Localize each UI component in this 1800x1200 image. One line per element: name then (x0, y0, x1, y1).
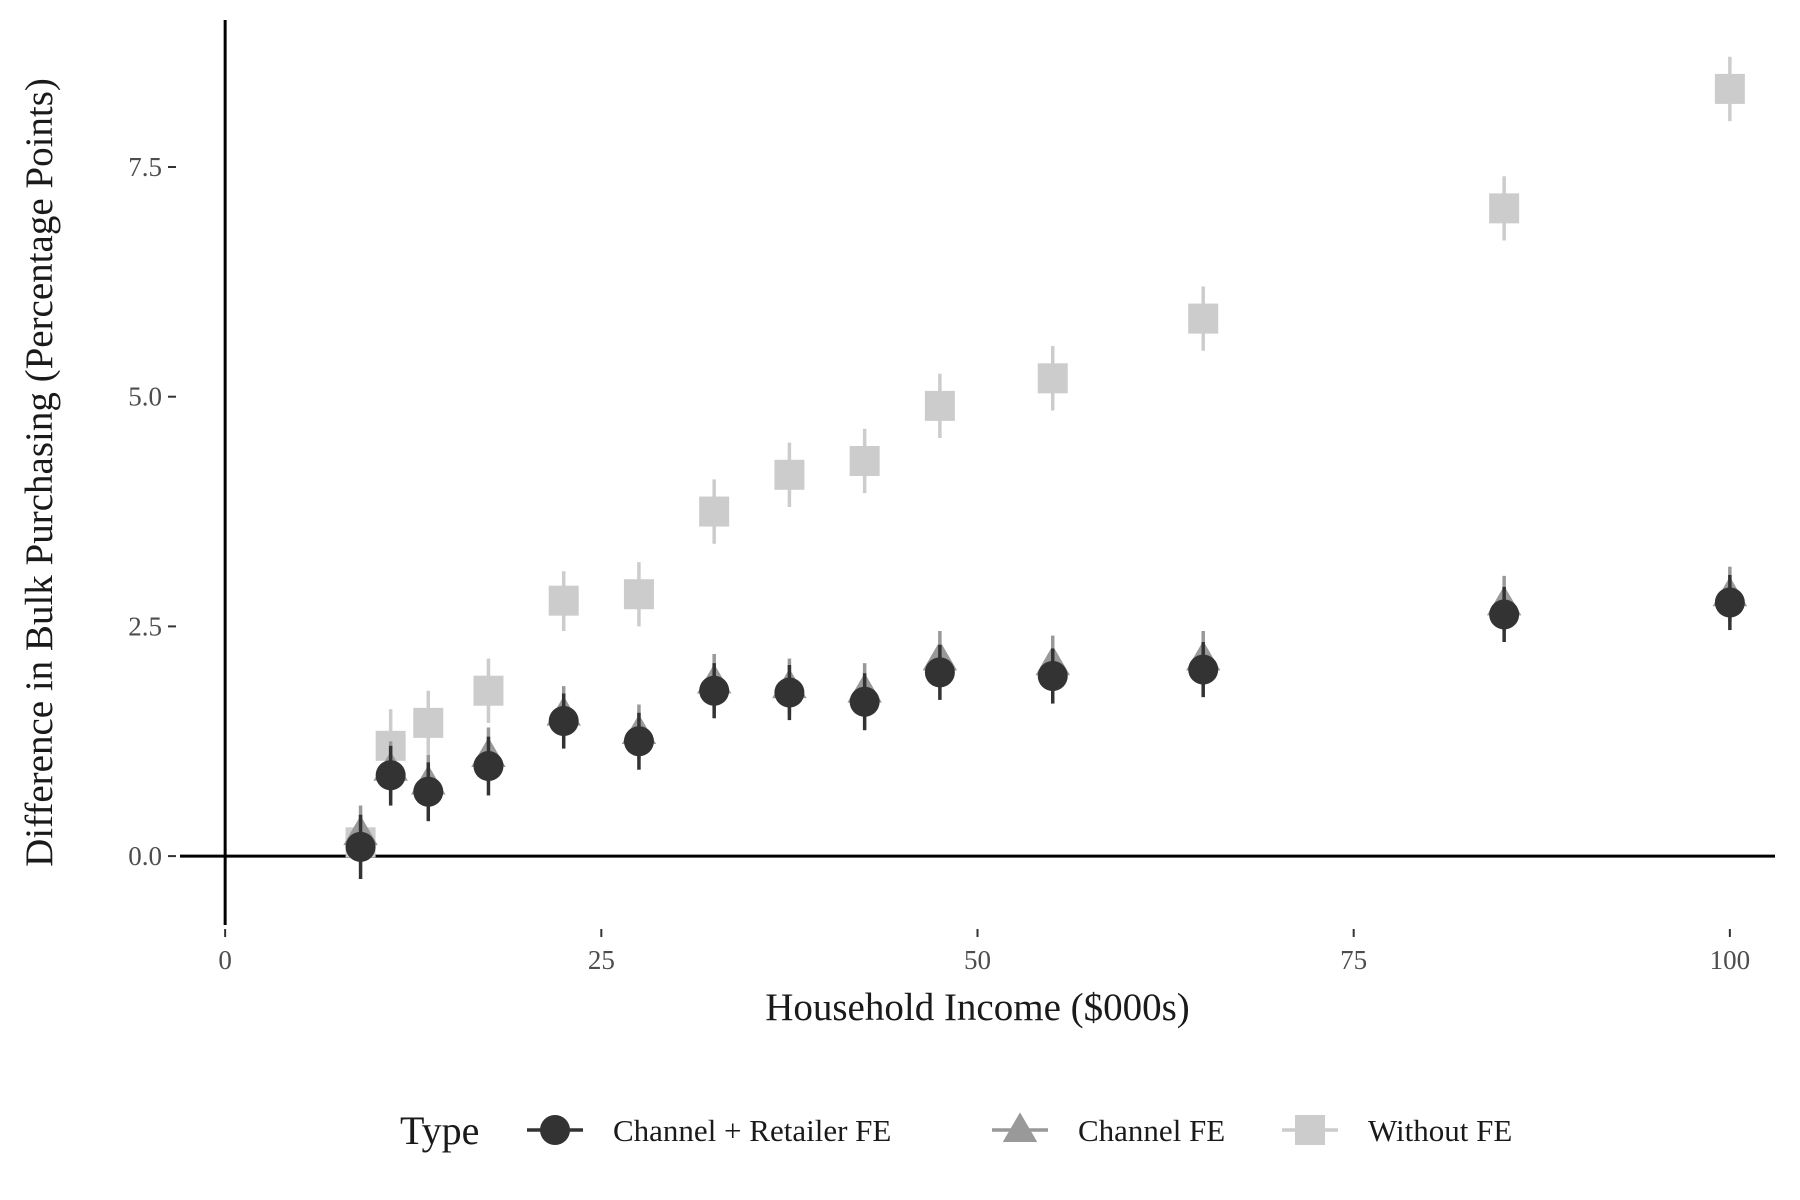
x-tick-label: 75 (1340, 945, 1367, 975)
legend: Type Channel + Retailer FE Channel FE With… (400, 1108, 1512, 1153)
circle-marker (1714, 587, 1745, 618)
legend-label: Channel FE (1078, 1113, 1225, 1148)
square-marker (1037, 363, 1068, 394)
circle-marker (375, 760, 406, 791)
square-marker (548, 585, 579, 616)
legend-key (527, 1115, 583, 1145)
series-circle (345, 574, 1745, 880)
reference-lines (180, 20, 1775, 925)
circle-marker (345, 831, 376, 862)
circle-marker (1489, 599, 1520, 630)
y-tick-label: 2.5 (128, 611, 162, 641)
square-marker (1295, 1115, 1325, 1145)
square-marker (774, 459, 805, 490)
circle-marker (413, 776, 444, 807)
circle-marker (924, 657, 955, 688)
square-marker (623, 579, 654, 610)
x-tick-label: 0 (218, 945, 232, 975)
x-tick-label: 50 (964, 945, 991, 975)
square-marker (413, 707, 444, 738)
x-axis-ticks: 0 25 50 75 100 (218, 929, 1750, 975)
circle-marker (774, 677, 805, 708)
legend-label: Channel + Retailer FE (613, 1113, 891, 1148)
y-axis-title: Difference in Bulk Purchasing (Percentag… (18, 78, 61, 867)
legend-key (1282, 1115, 1338, 1145)
legend-key (992, 1112, 1048, 1142)
circle-marker (473, 751, 504, 782)
legend-title: Type (400, 1108, 479, 1153)
square-marker (1489, 193, 1520, 224)
y-tick-label: 0.0 (128, 841, 162, 871)
y-axis-ticks: 0.0 2.5 5.0 7.5 (128, 152, 176, 871)
circle-marker (548, 706, 579, 737)
circle-marker (540, 1115, 570, 1145)
data-marks (343, 56, 1748, 880)
square-marker (924, 390, 955, 421)
square-marker (1714, 73, 1745, 104)
square-marker (1188, 303, 1219, 334)
x-tick-label: 100 (1710, 945, 1751, 975)
circle-marker (849, 686, 880, 717)
circle-marker (699, 675, 730, 706)
y-tick-label: 5.0 (128, 382, 162, 412)
circle-marker (623, 726, 654, 757)
legend-label: Without FE (1368, 1113, 1512, 1148)
x-tick-label: 25 (588, 945, 615, 975)
square-marker (473, 675, 504, 706)
circle-marker (1188, 654, 1219, 685)
y-tick-label: 7.5 (128, 152, 162, 182)
triangle-marker (1002, 1112, 1038, 1142)
square-marker (699, 496, 730, 527)
x-axis-title: Household Income ($000s) (765, 986, 1190, 1029)
square-marker (849, 446, 880, 477)
circle-marker (1037, 661, 1068, 692)
